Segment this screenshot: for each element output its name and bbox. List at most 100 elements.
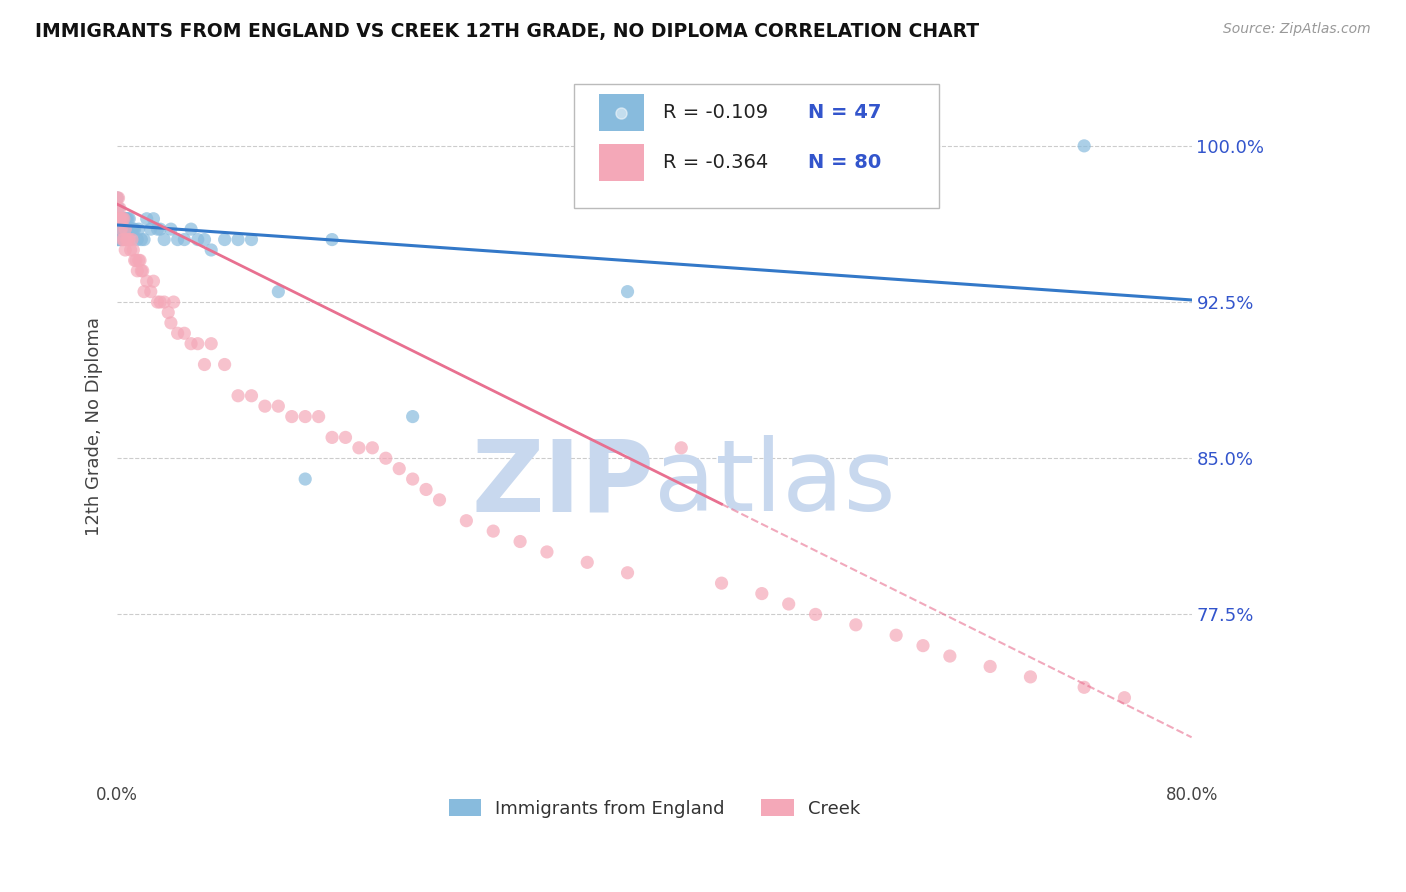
Point — [108, 202, 131, 216]
Point — [111, 233, 134, 247]
Point — [214, 233, 236, 247]
Point — [162, 295, 184, 310]
Point — [415, 483, 437, 497]
Point — [374, 451, 396, 466]
Point — [401, 472, 423, 486]
Point — [139, 285, 162, 299]
Point — [193, 358, 215, 372]
Point — [107, 222, 129, 236]
FancyBboxPatch shape — [574, 84, 939, 208]
Point — [576, 555, 599, 569]
Point — [110, 222, 132, 236]
Point — [127, 264, 149, 278]
Point — [751, 586, 773, 600]
Point — [108, 211, 131, 226]
Point — [160, 222, 183, 236]
Point — [114, 222, 136, 236]
Point — [267, 285, 290, 299]
Point — [361, 441, 384, 455]
Legend: Immigrants from England, Creek: Immigrants from England, Creek — [441, 792, 868, 825]
Point — [121, 222, 143, 236]
Point — [321, 430, 343, 444]
Point — [118, 233, 141, 247]
Point — [110, 233, 132, 247]
Point — [321, 233, 343, 247]
Point — [166, 233, 188, 247]
Point — [146, 222, 169, 236]
Text: Source: ZipAtlas.com: Source: ZipAtlas.com — [1223, 22, 1371, 37]
Point — [911, 639, 934, 653]
Text: R = -0.364: R = -0.364 — [664, 153, 768, 171]
Point — [160, 316, 183, 330]
Point — [121, 233, 143, 247]
Point — [124, 222, 146, 236]
Point — [294, 472, 316, 486]
Point — [112, 211, 135, 226]
Point — [105, 202, 128, 216]
Point — [132, 233, 155, 247]
Point — [117, 233, 139, 247]
Point — [482, 524, 505, 538]
Point — [173, 233, 195, 247]
Point — [1073, 139, 1095, 153]
Point — [778, 597, 800, 611]
Point — [456, 514, 478, 528]
FancyBboxPatch shape — [599, 144, 644, 180]
Point — [979, 659, 1001, 673]
Point — [226, 389, 249, 403]
Point — [124, 253, 146, 268]
Point — [267, 399, 290, 413]
Point — [112, 233, 135, 247]
Point — [111, 211, 134, 226]
Point — [671, 441, 693, 455]
Point — [710, 576, 733, 591]
Point — [616, 566, 638, 580]
Point — [114, 243, 136, 257]
Point — [536, 545, 558, 559]
Point — [107, 202, 129, 216]
Point — [226, 233, 249, 247]
Point — [146, 295, 169, 310]
Point — [105, 191, 128, 205]
Point — [135, 211, 157, 226]
Point — [107, 233, 129, 247]
Point — [114, 211, 136, 226]
Point — [616, 285, 638, 299]
Point — [131, 264, 153, 278]
Point — [214, 358, 236, 372]
Point — [200, 243, 222, 257]
Point — [115, 233, 138, 247]
Point — [173, 326, 195, 341]
Point — [105, 222, 128, 236]
Y-axis label: 12th Grade, No Diploma: 12th Grade, No Diploma — [86, 318, 103, 536]
Point — [388, 461, 411, 475]
Point — [122, 243, 145, 257]
Point — [128, 253, 150, 268]
Point — [122, 222, 145, 236]
Text: N = 47: N = 47 — [808, 103, 882, 122]
Point — [281, 409, 304, 424]
Point — [153, 295, 176, 310]
Point — [1114, 690, 1136, 705]
Text: IMMIGRANTS FROM ENGLAND VS CREEK 12TH GRADE, NO DIPLOMA CORRELATION CHART: IMMIGRANTS FROM ENGLAND VS CREEK 12TH GR… — [35, 22, 979, 41]
Point — [308, 409, 330, 424]
Point — [110, 211, 132, 226]
Point — [149, 222, 172, 236]
Point — [135, 274, 157, 288]
Point — [166, 326, 188, 341]
Point — [193, 233, 215, 247]
Point — [429, 492, 451, 507]
Point — [180, 222, 202, 236]
Point — [110, 222, 132, 236]
Point — [131, 264, 153, 278]
Point — [157, 305, 180, 319]
Point — [108, 233, 131, 247]
Point — [187, 233, 209, 247]
Point — [107, 191, 129, 205]
Point — [105, 233, 128, 247]
Point — [149, 295, 172, 310]
Point — [118, 211, 141, 226]
Point — [120, 243, 142, 257]
Point — [117, 211, 139, 226]
Point — [1073, 681, 1095, 695]
